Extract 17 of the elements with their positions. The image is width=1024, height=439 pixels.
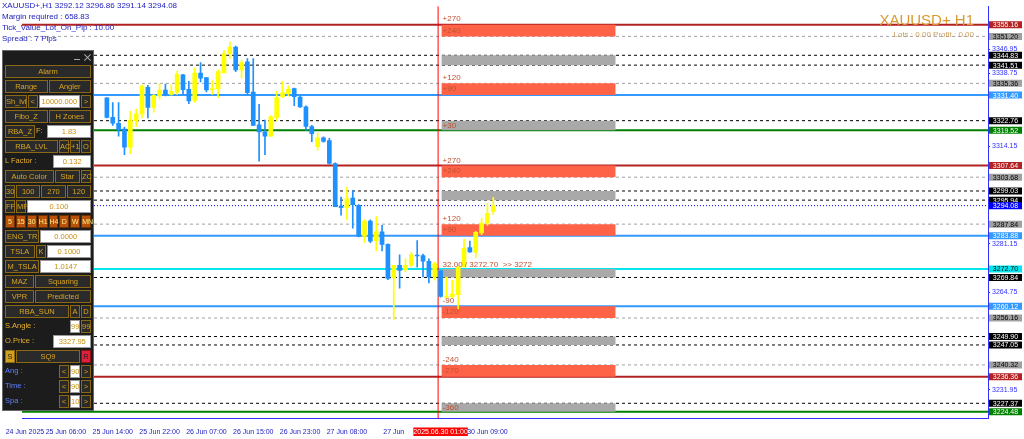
annotation: Spread : 7 Pips (2, 34, 57, 44)
annotation: -360 (442, 402, 460, 412)
annotation: -90 (442, 295, 455, 305)
candlestick (391, 265, 397, 320)
annotation: +270 (442, 155, 462, 165)
candlestick (350, 190, 356, 229)
annotation: -240 (442, 355, 460, 365)
text: Lots : 0.00 Profit : 0.00 (893, 30, 974, 39)
annotation: XAUUSD+,H1 3292.12 3296.86 3291.14 3294.08 (2, 1, 178, 11)
annotation: +270 (442, 14, 462, 24)
annotation: +120 (442, 72, 462, 82)
annotation: Margin required : 658.83 (2, 12, 90, 22)
candlestick (373, 216, 379, 252)
annotation: +120 (442, 214, 462, 224)
annotation: +30 (442, 120, 457, 130)
candlestick (262, 119, 268, 155)
chart-title: XAUUSD+ H1 (879, 11, 974, 28)
